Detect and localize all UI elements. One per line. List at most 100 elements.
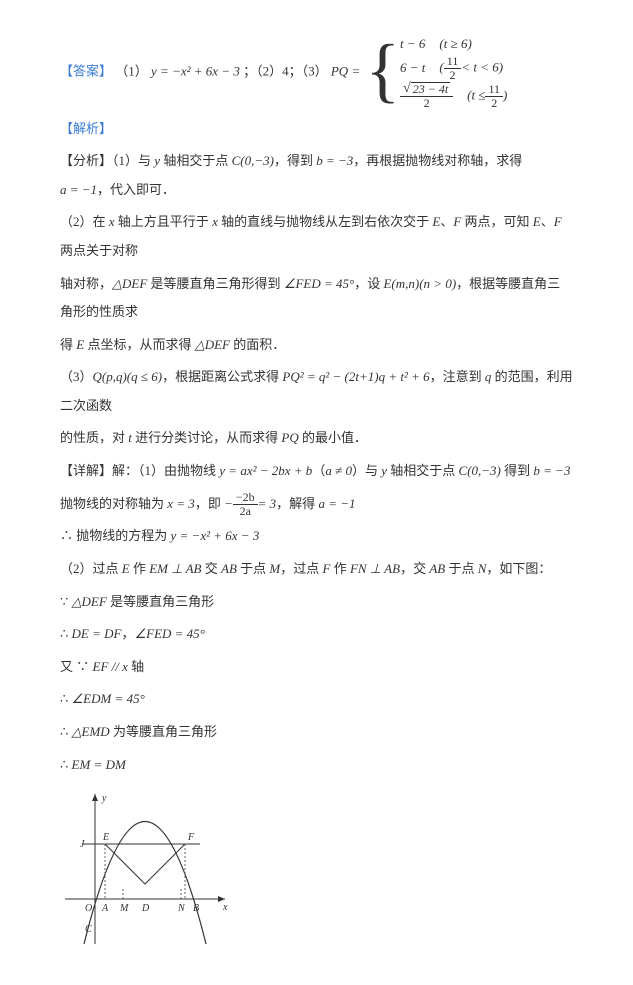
t: 两点，可知	[461, 214, 533, 229]
t: ，解得	[276, 496, 318, 511]
case3-cond-l: (t ≤	[467, 87, 485, 102]
case2-expr: 6 − t	[400, 58, 425, 79]
t: ，再根据抛物线对称轴，求得	[353, 153, 522, 168]
pt: Q(p,q)(q ≤ 6)	[93, 369, 163, 384]
case3-f2n: 11	[485, 83, 503, 97]
t: 于点	[237, 561, 270, 576]
t: 轴的直线与抛物线从左到右依次交于	[218, 214, 433, 229]
eq: EM = DM	[72, 757, 126, 772]
t: 抛物线的对称轴为	[60, 496, 167, 511]
case2-frac-d: 2	[447, 69, 459, 82]
t: ，过点	[280, 561, 322, 576]
svg-text:E: E	[102, 832, 109, 843]
t: （3）	[60, 369, 93, 384]
svg-text:F: F	[187, 832, 195, 843]
t: ∴	[60, 724, 72, 739]
t: 轴	[128, 659, 144, 674]
t: ，根据距离公式求得	[162, 369, 282, 384]
svg-text:O: O	[85, 903, 92, 914]
v: PQ	[281, 430, 298, 445]
t: 是等腰直角三角形得到	[147, 276, 284, 291]
fenxi-label: 【分析】	[60, 153, 112, 168]
eq: y = ax² − 2bx + b	[219, 463, 312, 478]
t: 进行分类讨论，从而求得	[132, 430, 282, 445]
eq: EF // x	[93, 659, 128, 674]
t: 作	[330, 561, 350, 576]
fenxi-l4: 得 E 点坐标，从而求得 △DEF 的面积．	[60, 331, 573, 360]
t: 、	[541, 214, 554, 229]
det-l2: 抛物线的对称轴为 x = 3，即 −−2b2a= 3，解得 a = −1	[60, 490, 573, 519]
t: 两点关于对称	[60, 243, 138, 258]
fenxi-l3: 轴对称，△DEF 是等腰直角三角形得到 ∠FED = 45°，设 E(m,n)(…	[60, 270, 573, 327]
tri: △DEF	[112, 276, 147, 291]
svg-text:A: A	[101, 903, 109, 914]
svg-text:y: y	[101, 793, 107, 804]
t: （	[312, 463, 325, 478]
v: E	[533, 214, 541, 229]
t: 是等腰直角三角形	[107, 594, 214, 609]
eq: EM ⊥ AB	[149, 561, 201, 576]
eq: ∠EDM = 45°	[72, 691, 145, 706]
t: 轴上方且平行于	[115, 214, 213, 229]
case3-frac-d: 2	[421, 97, 433, 110]
det-l1: 【详解】解：（1）由抛物线 y = ax² − 2bx + b（a ≠ 0）与 …	[60, 457, 573, 486]
v: AB	[429, 561, 445, 576]
pt: E(m,n)(n > 0)	[383, 276, 456, 291]
t: 解：（1）由抛物线	[112, 463, 219, 478]
eq-b: b = −3	[316, 153, 353, 168]
parabola-diagram: JEFAMDNBOCxy	[60, 789, 573, 955]
t: ，如下图：	[486, 561, 551, 576]
ans-p1-eq: y = −x² + 6x − 3	[151, 63, 240, 78]
answer-label: 【答案】	[60, 63, 112, 78]
ang: ∠FED = 45°	[134, 626, 204, 641]
fenxi-l2: （2）在 x 轴上方且平行于 x 轴的直线与抛物线从左到右依次交于 E、F 两点…	[60, 208, 573, 265]
t: ，即	[195, 496, 224, 511]
t: 为等腰直角三角形	[110, 724, 217, 739]
t: ∴ 抛物线的方程为	[60, 528, 171, 543]
piecewise-block: { t − 6 (t ≥ 6) 6 − t (112< t < 6) √23 −…	[365, 34, 507, 111]
t: （2）过点	[60, 561, 122, 576]
t: （1）与	[112, 153, 154, 168]
eq: b = −3	[533, 463, 570, 478]
v: M	[269, 561, 280, 576]
case1-expr: t − 6	[400, 34, 425, 55]
pq-eq: PQ =	[331, 63, 360, 78]
v: AB	[221, 561, 237, 576]
t: 于点	[445, 561, 478, 576]
fd: 2a	[237, 505, 254, 518]
svg-text:M: M	[119, 903, 129, 914]
ans-p2: ；（2）4；（3）	[243, 63, 328, 78]
ang: ∠FED = 45°	[284, 276, 354, 291]
det-l10: ∴ EM = DM	[60, 751, 573, 780]
t: ，代入即可．	[97, 182, 175, 197]
case1-cond: (t ≥ 6)	[439, 34, 471, 55]
t: ∴	[60, 691, 72, 706]
det-l8: ∴ ∠EDM = 45°	[60, 685, 573, 714]
t: ，得到	[274, 153, 316, 168]
t: 又 ∵	[60, 659, 93, 674]
t: 得	[60, 337, 76, 352]
t: 轴对称，	[60, 276, 112, 291]
det-l5: ∵ △DEF 是等腰直角三角形	[60, 588, 573, 617]
case2-cond-r: < t < 6)	[461, 59, 503, 74]
svg-text:N: N	[177, 903, 186, 914]
fenxi-l1: 【分析】（1）与 y 轴相交于点 C(0,−3)，得到 b = −3，再根据抛物…	[60, 147, 573, 204]
case2-frac-n: 11	[444, 55, 462, 69]
eq: a = −1	[318, 496, 355, 511]
fenxi-l5: （3）Q(p,q)(q ≤ 6)，根据距离公式求得 PQ² = q² − (2t…	[60, 363, 573, 420]
det-l9: ∴ △EMD 为等腰直角三角形	[60, 718, 573, 747]
eq: FN ⊥ AB	[350, 561, 400, 576]
pt: C(0,−3)	[459, 463, 501, 478]
case3-cond-r: )	[503, 87, 507, 102]
t: 轴相交于点	[160, 153, 232, 168]
t: 轴相交于点	[387, 463, 459, 478]
t: ，交	[400, 561, 429, 576]
svg-text:D: D	[141, 903, 150, 914]
tri: △DEF	[72, 594, 107, 609]
pt-c: C(0,−3)	[232, 153, 274, 168]
t: 的面积．	[230, 337, 285, 352]
eq: = 3	[258, 496, 277, 511]
t: ∵	[60, 594, 72, 609]
t: ，设	[354, 276, 383, 291]
ans-p1-prefix: （1）	[115, 63, 148, 78]
